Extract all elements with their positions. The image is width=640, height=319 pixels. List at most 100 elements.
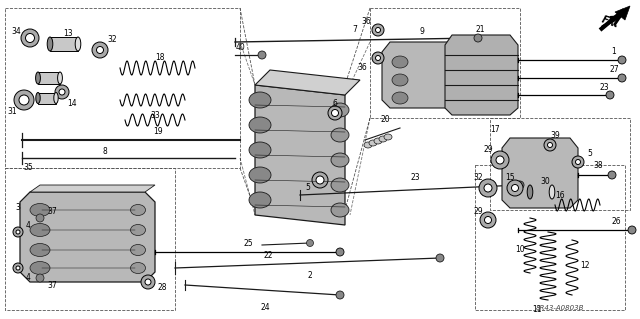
Circle shape: [474, 34, 482, 42]
Text: 29: 29: [473, 207, 483, 217]
Circle shape: [307, 240, 314, 247]
Circle shape: [372, 52, 384, 64]
Text: 17: 17: [490, 125, 500, 135]
Circle shape: [258, 51, 266, 59]
Circle shape: [484, 217, 492, 224]
Polygon shape: [502, 138, 578, 208]
Circle shape: [572, 156, 584, 168]
Ellipse shape: [47, 37, 53, 51]
Text: 21: 21: [476, 26, 484, 34]
Text: 5: 5: [588, 149, 593, 158]
Circle shape: [336, 291, 344, 299]
Circle shape: [608, 171, 616, 179]
Circle shape: [97, 47, 104, 54]
Text: 30: 30: [540, 177, 550, 187]
Text: 39: 39: [550, 130, 560, 139]
Circle shape: [13, 227, 23, 237]
Ellipse shape: [249, 117, 271, 133]
Circle shape: [14, 90, 34, 110]
Text: 1: 1: [612, 48, 616, 56]
Text: 3: 3: [15, 204, 20, 212]
Circle shape: [316, 176, 324, 184]
Text: 22: 22: [263, 250, 273, 259]
Text: 35: 35: [23, 164, 33, 173]
Text: 9: 9: [420, 27, 424, 36]
Ellipse shape: [331, 103, 349, 117]
Text: 12: 12: [580, 261, 589, 270]
Ellipse shape: [30, 224, 50, 236]
Polygon shape: [382, 42, 460, 108]
Text: 11: 11: [532, 306, 541, 315]
Text: 27: 27: [609, 65, 619, 75]
Polygon shape: [615, 6, 630, 20]
Polygon shape: [50, 37, 78, 51]
Text: 32: 32: [107, 35, 117, 44]
Text: 29: 29: [483, 145, 493, 154]
Ellipse shape: [527, 185, 532, 199]
Circle shape: [332, 109, 339, 116]
Polygon shape: [38, 72, 60, 84]
Ellipse shape: [369, 140, 377, 146]
Circle shape: [145, 279, 151, 285]
Ellipse shape: [384, 134, 392, 140]
Ellipse shape: [249, 167, 271, 183]
Text: 7: 7: [353, 26, 357, 34]
Circle shape: [59, 89, 65, 95]
Circle shape: [507, 180, 523, 196]
Circle shape: [544, 139, 556, 151]
Text: 4: 4: [26, 220, 31, 229]
Ellipse shape: [249, 192, 271, 208]
Text: 26: 26: [611, 218, 621, 226]
Circle shape: [491, 151, 509, 169]
Text: 37: 37: [47, 280, 57, 290]
Ellipse shape: [30, 262, 50, 275]
Circle shape: [36, 214, 44, 222]
Text: 13: 13: [63, 28, 73, 38]
Text: 8: 8: [102, 147, 108, 157]
Ellipse shape: [30, 243, 50, 256]
Text: 4: 4: [26, 273, 31, 283]
Circle shape: [511, 184, 518, 191]
Polygon shape: [38, 93, 56, 103]
Text: 5: 5: [305, 183, 310, 192]
Text: 31: 31: [7, 108, 17, 116]
Text: 33: 33: [150, 112, 160, 121]
Circle shape: [19, 95, 29, 105]
Circle shape: [618, 74, 626, 82]
Ellipse shape: [331, 203, 349, 217]
Circle shape: [436, 254, 444, 262]
Ellipse shape: [131, 204, 145, 216]
Circle shape: [575, 160, 580, 165]
Text: 6: 6: [333, 99, 337, 108]
Ellipse shape: [549, 185, 555, 199]
Circle shape: [496, 156, 504, 164]
Text: 16: 16: [555, 190, 565, 199]
Ellipse shape: [249, 92, 271, 108]
Circle shape: [376, 27, 381, 33]
Ellipse shape: [374, 138, 382, 144]
Text: 20: 20: [380, 115, 390, 124]
Ellipse shape: [331, 153, 349, 167]
Ellipse shape: [379, 136, 387, 142]
Text: 37: 37: [47, 207, 57, 217]
Polygon shape: [30, 185, 155, 192]
Circle shape: [13, 263, 23, 273]
Text: FR.: FR.: [600, 14, 620, 30]
Text: 23: 23: [599, 84, 609, 93]
Ellipse shape: [54, 93, 58, 103]
Circle shape: [376, 56, 381, 61]
Text: 34: 34: [11, 27, 21, 36]
Circle shape: [484, 184, 492, 192]
Ellipse shape: [30, 204, 50, 217]
Text: 23: 23: [410, 174, 420, 182]
Ellipse shape: [131, 225, 145, 235]
Circle shape: [328, 106, 342, 120]
Circle shape: [516, 181, 524, 189]
Circle shape: [36, 274, 44, 282]
Circle shape: [336, 248, 344, 256]
Text: 8R43-A0803B: 8R43-A0803B: [536, 305, 584, 311]
Circle shape: [16, 230, 20, 234]
Polygon shape: [255, 85, 345, 225]
Circle shape: [618, 56, 626, 64]
Circle shape: [55, 85, 69, 99]
